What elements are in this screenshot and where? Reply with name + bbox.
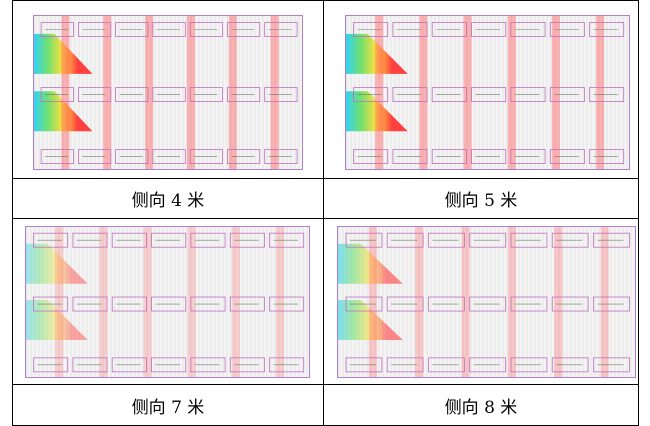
contour-image [345, 15, 630, 170]
column-stress [103, 15, 111, 170]
column-stress [61, 15, 69, 170]
caption-cell: 侧向 8 米 [323, 384, 639, 426]
column-stress [419, 15, 427, 170]
column-stress [188, 226, 196, 378]
column-stress [145, 15, 153, 170]
column-stress [144, 226, 152, 378]
caption-cell: 侧向 4 米 [12, 178, 324, 219]
page: {"figures": [{"caption": "侧向 4 米"}, {"ca… [0, 0, 650, 426]
column-stress [187, 15, 195, 170]
column-stress [271, 15, 279, 170]
column-stress [229, 15, 237, 170]
column-stress [99, 226, 107, 378]
column-stress [375, 15, 383, 170]
column-stress [508, 226, 516, 378]
caption: 侧向 7 米 [132, 393, 205, 418]
caption-cell: 侧向 7 米 [12, 384, 324, 426]
column-stress [55, 226, 63, 378]
column-stress [464, 15, 472, 170]
column-stress [596, 15, 604, 170]
column-stress [369, 226, 377, 378]
column-stress [552, 15, 560, 170]
caption: 侧向 4 米 [132, 186, 205, 211]
contour-image [33, 15, 303, 170]
column-stress [554, 226, 562, 378]
column-stress [415, 226, 423, 378]
contour-image [337, 226, 636, 378]
caption: 侧向 8 米 [445, 393, 518, 418]
column-stress [508, 15, 516, 170]
contour-image [25, 226, 310, 378]
column-stress [276, 226, 284, 378]
column-stress [601, 226, 609, 378]
caption-cell: 侧向 5 米 [323, 178, 639, 219]
caption: 侧向 5 米 [445, 186, 518, 211]
column-stress [232, 226, 240, 378]
column-stress [462, 226, 470, 378]
